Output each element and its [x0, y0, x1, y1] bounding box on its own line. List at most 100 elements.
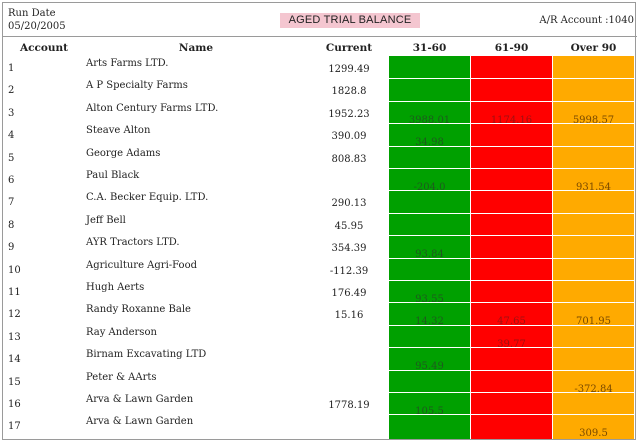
- aged-31-60-cell: -204.0: [413, 182, 446, 193]
- aged-31-60-cell: 34.98: [415, 137, 444, 149]
- column-header-account: Account: [19, 42, 69, 54]
- current-cell: 176.49: [331, 288, 367, 299]
- column-header-61-90: 61-90: [494, 42, 529, 54]
- row-divider: [389, 302, 634, 304]
- table-row: 7 C.A. Becker Equip. LTD. 290.13: [0, 190, 640, 212]
- current-cell: -112.39: [329, 265, 369, 277]
- account-cell: 4: [8, 130, 15, 142]
- account-cell: 6: [8, 175, 15, 186]
- row-divider: [389, 235, 634, 237]
- account-cell: 12: [8, 309, 21, 321]
- name-cell: Paul Black: [86, 170, 140, 181]
- row-divider: [389, 190, 634, 192]
- name-cell: Hugh Aerts: [86, 282, 145, 293]
- name-cell: Jeff Bell: [86, 214, 126, 226]
- aged-31-60-cell: 105.5: [415, 406, 444, 417]
- table-row: 2 A P Specialty Farms 1828.8: [0, 78, 640, 100]
- account-info: A/R Account :1040: [539, 15, 634, 26]
- account-cell: 17: [8, 421, 21, 433]
- header-divider: [3, 36, 637, 37]
- row-divider: [389, 280, 634, 281]
- account-cell: 10: [8, 264, 21, 276]
- account-cell: 11: [8, 287, 21, 298]
- name-cell: Arts Farms LTD.: [86, 58, 169, 69]
- aged-31-60-cell: 93.55: [415, 294, 444, 305]
- name-cell: Peter & AArts: [86, 371, 157, 383]
- aged-31-60-cell: 3988.01: [408, 114, 451, 126]
- account-cell: 3: [8, 107, 15, 119]
- column-header-31-60: 31-60: [412, 42, 447, 54]
- name-cell: Ray Anderson: [86, 326, 157, 338]
- current-cell: 354.39: [331, 243, 367, 255]
- table-row: 6 Paul Black -204.0 931.54: [0, 168, 640, 193]
- aged-61-90-cell: 47.65: [497, 316, 526, 328]
- table-row: 3 Alton Century Farms LTD. 1952.23 3988.01 1…: [0, 101, 640, 126]
- account-cell: 7: [8, 197, 15, 209]
- aging-band-over-90: [553, 56, 634, 439]
- aged-61-90-cell: 39.77: [497, 338, 526, 350]
- current-cell: 1778.19: [328, 400, 370, 411]
- report-frame: [2, 2, 636, 440]
- aged-31-60-cell: 14.32: [415, 316, 444, 328]
- row-divider: [389, 414, 634, 416]
- current-cell: 15.16: [334, 310, 364, 322]
- column-header-current: Current: [325, 42, 373, 54]
- aged-over-90-cell: 5998.57: [572, 114, 615, 126]
- row-divider: [389, 123, 634, 125]
- table-row: 8 Jeff Bell 45.95: [0, 213, 640, 235]
- run-date-value: 05/20/2005: [8, 21, 66, 32]
- table-row: 5 George Adams 808.83: [0, 146, 640, 168]
- account-cell: 1: [8, 63, 15, 74]
- name-cell: Arva & Lawn Garden: [86, 394, 194, 405]
- account-cell: 14: [8, 354, 21, 366]
- current-cell: 1828.8: [331, 86, 367, 98]
- name-cell: Randy Roxanne Bale: [86, 304, 191, 316]
- account-cell: 5: [8, 152, 15, 164]
- current-cell: 390.09: [331, 131, 367, 143]
- name-cell: AYR Tractors LTD.: [86, 237, 180, 249]
- row-divider: [389, 369, 634, 371]
- account-cell: 16: [8, 399, 21, 410]
- account-cell: 13: [8, 331, 21, 343]
- name-cell: George Adams: [86, 147, 161, 159]
- row-divider: [389, 324, 634, 326]
- name-cell: Birnam Excavating LTD: [86, 349, 207, 361]
- row-divider: [389, 145, 634, 147]
- name-cell: Alton Century Farms LTD.: [86, 102, 219, 114]
- table-row: 11 Hugh Aerts 176.49 93.55: [0, 280, 640, 305]
- current-cell: 290.13: [331, 198, 367, 210]
- current-cell: 45.95: [334, 220, 364, 232]
- run-date-label: Run Date: [8, 8, 56, 19]
- table-row: 14 Birnam Excavating LTD 95.49: [0, 347, 640, 373]
- account-cell: 2: [8, 85, 15, 97]
- row-divider: [389, 168, 634, 169]
- aged-31-60-cell: 95.49: [415, 361, 444, 373]
- aged-31-60-cell: 93.84: [415, 249, 444, 261]
- name-cell: Agriculture Agri-Food: [86, 259, 197, 271]
- row-divider: [389, 100, 634, 102]
- row-divider: [389, 347, 634, 349]
- current-cell: 1299.49: [328, 64, 370, 75]
- name-cell: Steave Alton: [86, 125, 151, 137]
- row-divider: [389, 212, 634, 214]
- aged-over-90-cell: -372.84: [574, 383, 613, 395]
- account-cell: 9: [8, 242, 15, 254]
- aging-band-61-90: [471, 56, 552, 439]
- table-row: 9 AYR Tractors LTD. 354.39 93.84: [0, 235, 640, 261]
- row-divider: [389, 78, 634, 80]
- table-row: 10 Agriculture Agri-Food -112.39: [0, 258, 640, 280]
- aged-over-90-cell: 701.95: [576, 316, 611, 328]
- row-divider: [389, 257, 634, 259]
- aged-61-90-cell: 1174.16: [490, 114, 533, 126]
- name-cell: Arva & Lawn Garden: [86, 416, 194, 428]
- table-row: 4 Steave Alton 390.09 34.98: [0, 123, 640, 149]
- name-cell: A P Specialty Farms: [86, 80, 188, 92]
- table-row: 1 Arts Farms LTD. 1299.49: [0, 56, 640, 78]
- current-cell: 1952.23: [328, 108, 370, 120]
- aging-band-31-60: [389, 56, 470, 439]
- name-cell: C.A. Becker Equip. LTD.: [86, 192, 209, 204]
- current-cell: [310, 422, 388, 444]
- table-row: 16 Arva & Lawn Garden 1778.19 105.5: [0, 392, 640, 417]
- account-cell: 15: [8, 376, 21, 388]
- aged-over-90-cell: 309.5: [579, 428, 608, 440]
